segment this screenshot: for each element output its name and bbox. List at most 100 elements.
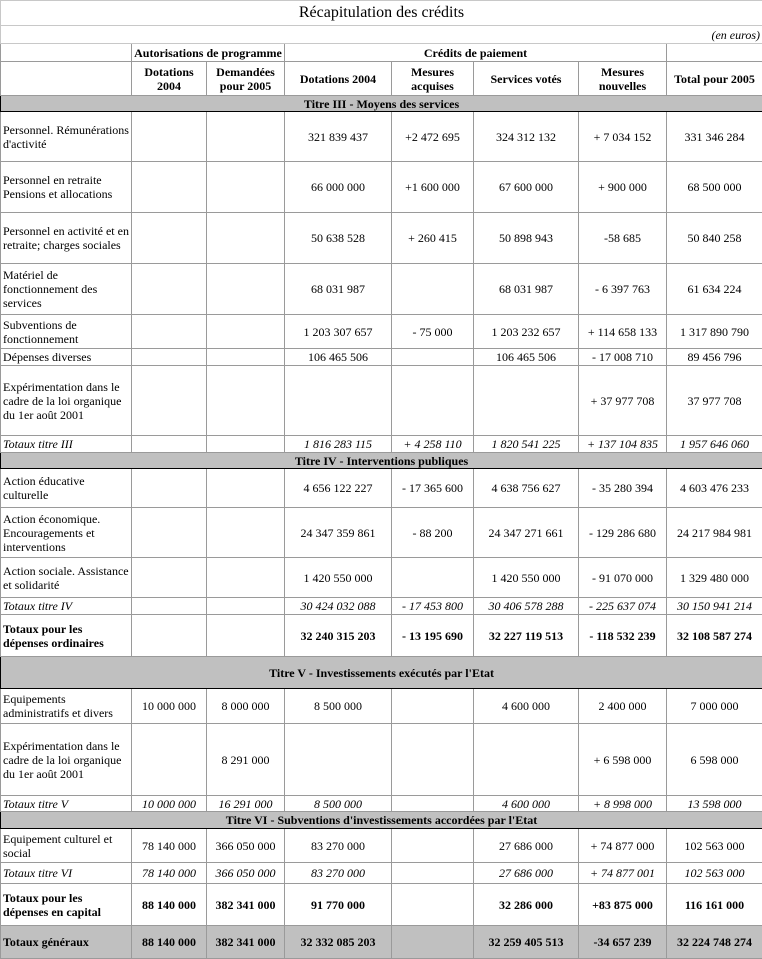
amount-cell [207, 349, 285, 366]
amount-cell: 4 656 122 227 [285, 469, 392, 508]
amount-cell: - 118 532 239 [579, 615, 667, 657]
amount-cell: - 17 453 800 [392, 598, 474, 615]
amount-cell [132, 724, 207, 796]
amount-cell [207, 598, 285, 615]
amount-cell: 116 161 000 [667, 884, 762, 926]
amount-cell [132, 508, 207, 558]
amount-cell: 78 140 000 [132, 829, 207, 863]
amount-cell: 382 341 000 [207, 884, 285, 926]
row-label: Totaux titre VI [1, 863, 132, 884]
table-row: (en euros) [1, 26, 762, 44]
amount-cell [207, 469, 285, 508]
amount-cell: 366 050 000 [207, 829, 285, 863]
amount-cell: 4 638 756 627 [474, 469, 579, 508]
row-label: Personnel en activité et en retraite; ch… [1, 213, 132, 264]
amount-cell: - 129 286 680 [579, 508, 667, 558]
amount-cell: 50 898 943 [474, 213, 579, 264]
amount-cell: 32 332 085 203 [285, 926, 392, 959]
unit-note: (en euros) [1, 26, 762, 44]
table-row: Totaux pour les dépenses ordinaires 32 24… [1, 615, 762, 657]
amount-cell: 106 465 506 [474, 349, 579, 366]
amount-cell: + 260 415 [392, 213, 474, 264]
amount-cell [132, 315, 207, 349]
amount-cell: 30 424 032 088 [285, 598, 392, 615]
amount-cell: 366 050 000 [207, 863, 285, 884]
amount-cell: - 75 000 [392, 315, 474, 349]
amount-cell: 50 840 258 [667, 213, 762, 264]
column-header: Dotations 2004 [285, 62, 392, 96]
amount-cell: 89 456 796 [667, 349, 762, 366]
amount-cell: 1 420 550 000 [474, 558, 579, 598]
amount-cell: 32 227 119 513 [474, 615, 579, 657]
amount-cell [132, 366, 207, 436]
amount-cell: 66 000 000 [285, 162, 392, 213]
amount-cell [474, 724, 579, 796]
amount-cell: + 137 104 835 [579, 436, 667, 453]
table-row: Expérimentation dans le cadre de la loi … [1, 366, 762, 436]
row-label: Equipements administratifs et divers [1, 689, 132, 724]
row-label: Totaux pour les dépenses ordinaires [1, 615, 132, 657]
amount-cell: + 74 877 001 [579, 863, 667, 884]
amount-cell [392, 796, 474, 812]
table-row: Totaux titre IV 30 424 032 088- 17 453 80… [1, 598, 762, 615]
row-label: Personnel en retraite Pensions et alloca… [1, 162, 132, 213]
amount-cell: 32 108 587 274 [667, 615, 762, 657]
amount-cell [392, 724, 474, 796]
row-label: Action sociale. Assistance et solidarité [1, 558, 132, 598]
row-label: Totaux titre III [1, 436, 132, 453]
amount-cell [207, 508, 285, 558]
amount-cell: - 6 397 763 [579, 264, 667, 315]
amount-cell: -58 685 [579, 213, 667, 264]
column-header: Total pour 2005 [667, 62, 762, 96]
amount-cell: 24 217 984 981 [667, 508, 762, 558]
amount-cell: 88 140 000 [132, 884, 207, 926]
section-title: Titre IV - Interventions publiques [1, 453, 762, 469]
amount-cell: 16 291 000 [207, 796, 285, 812]
amount-cell: 68 031 987 [285, 264, 392, 315]
amount-cell: 83 270 000 [285, 829, 392, 863]
amount-cell: + 37 977 708 [579, 366, 667, 436]
amount-cell: 324 312 132 [474, 112, 579, 162]
amount-cell: 32 286 000 [474, 884, 579, 926]
amount-cell [392, 863, 474, 884]
amount-cell [392, 558, 474, 598]
amount-cell: + 8 998 000 [579, 796, 667, 812]
amount-cell: 10 000 000 [132, 796, 207, 812]
amount-cell: 4 603 476 233 [667, 469, 762, 508]
amount-cell: 68 500 000 [667, 162, 762, 213]
amount-cell: - 225 637 074 [579, 598, 667, 615]
row-label: Personnel. Rémunérations d'activité [1, 112, 132, 162]
amount-cell: +1 600 000 [392, 162, 474, 213]
amount-cell: 27 686 000 [474, 863, 579, 884]
row-label: Subventions de fonctionnement [1, 315, 132, 349]
amount-cell: - 17 008 710 [579, 349, 667, 366]
table-row: Personnel en retraite Pensions et alloca… [1, 162, 762, 213]
amount-cell: 37 977 708 [667, 366, 762, 436]
amount-cell: 32 240 315 203 [285, 615, 392, 657]
amount-cell: 1 816 283 115 [285, 436, 392, 453]
row-label: Totaux titre IV [1, 598, 132, 615]
amount-cell: 1 203 307 657 [285, 315, 392, 349]
amount-cell [207, 264, 285, 315]
column-header: Dotations 2004 [132, 62, 207, 96]
amount-cell: 27 686 000 [474, 829, 579, 863]
table-row: Titre V - Investissements exécutés par l… [1, 657, 762, 689]
amount-cell: 1 820 541 225 [474, 436, 579, 453]
amount-cell [207, 436, 285, 453]
amount-cell [132, 615, 207, 657]
amount-cell: 331 346 284 [667, 112, 762, 162]
amount-cell: 8 500 000 [285, 689, 392, 724]
amount-cell [207, 112, 285, 162]
amount-cell [132, 162, 207, 213]
amount-cell [132, 264, 207, 315]
amount-cell [132, 349, 207, 366]
amount-cell: 6 598 000 [667, 724, 762, 796]
table-row: Titre III - Moyens des services [1, 96, 762, 112]
